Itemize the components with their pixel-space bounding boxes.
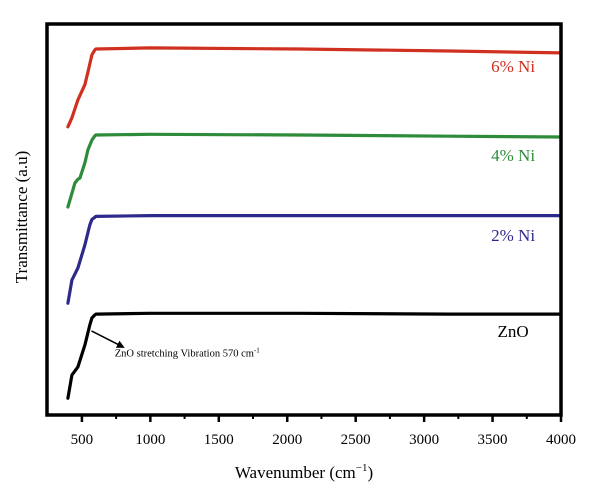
series-layer: [66, 46, 563, 400]
annotation-main: ZnO stretching Vibration 570 cm: [115, 348, 254, 359]
annotation: ZnO stretching Vibration 570 cm-1: [91, 330, 260, 359]
series-line-zno: [66, 311, 563, 400]
series-line-6-ni: [66, 46, 563, 129]
series-label-zno: ZnO: [498, 322, 529, 341]
series-label-4-ni: 4% Ni: [491, 146, 535, 165]
annotation-arrow: [91, 330, 125, 348]
x-tick-label: 2500: [341, 432, 371, 448]
x-tick-label: 1500: [204, 432, 234, 448]
annotation-superscript: -1: [254, 346, 260, 354]
series-label-2-ni: 2% Ni: [491, 226, 535, 245]
x-axis-label-close: ): [367, 463, 373, 482]
series-labels: 6% Ni 4% Ni 2% Ni ZnO: [491, 57, 535, 341]
x-axis-label-superscript: −1: [356, 462, 368, 474]
x-tick-label: 3500: [478, 432, 508, 448]
y-axis-label: Transmittance (a.u): [12, 151, 31, 284]
x-tick-label: 4000: [546, 432, 576, 448]
annotation-text: ZnO stretching Vibration 570 cm-1: [115, 346, 260, 359]
x-axis-label-main: Wavenumber (cm: [235, 463, 356, 482]
series-line-2-ni: [66, 214, 563, 305]
plot-frame: [45, 22, 563, 417]
x-tick-label: 1000: [135, 432, 165, 448]
x-tick-label: 2000: [272, 432, 302, 448]
x-tick-label: 3000: [409, 432, 439, 448]
x-axis-label: Wavenumber (cm−1): [235, 462, 373, 482]
x-tick-label: 500: [71, 432, 94, 448]
series-label-6-ni: 6% Ni: [491, 57, 535, 76]
x-axis-ticks: 500 1000 1500 2000 2500 3000 3500 4000: [71, 415, 576, 448]
series-line-4-ni: [66, 132, 563, 209]
